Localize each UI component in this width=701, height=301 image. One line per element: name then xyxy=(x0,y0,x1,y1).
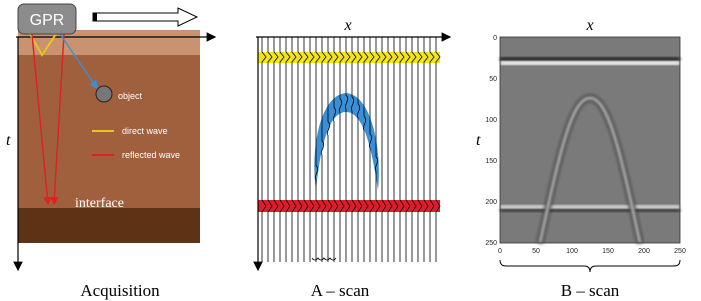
trace xyxy=(430,37,434,262)
figure: GPR object direct wave reflected wave in… xyxy=(0,0,701,301)
t-label: t xyxy=(6,132,11,149)
trace xyxy=(262,37,266,262)
hyperbola-shape xyxy=(314,93,379,190)
trace xyxy=(274,37,278,262)
brace xyxy=(500,260,680,272)
y-tick-label: 100 xyxy=(485,117,497,124)
gpr-label: GPR xyxy=(30,12,65,29)
x-tick-label: 250 xyxy=(674,248,686,255)
trace xyxy=(304,37,308,262)
x-tick-label: 200 xyxy=(638,248,650,255)
x-label: x xyxy=(585,17,593,34)
trace xyxy=(400,37,404,262)
trace xyxy=(292,37,296,262)
band-light xyxy=(500,205,680,209)
trace xyxy=(298,37,302,262)
t-label: t xyxy=(476,132,481,149)
trace xyxy=(268,37,272,262)
object-label: object xyxy=(118,91,143,101)
trace xyxy=(382,37,386,262)
x-label: x xyxy=(343,17,351,34)
y-tick-label: 150 xyxy=(485,158,497,165)
legend-label: direct wave xyxy=(122,126,168,136)
trace xyxy=(424,37,428,262)
trace xyxy=(327,37,332,262)
y-tick-label: 50 xyxy=(489,76,497,83)
band-dark xyxy=(500,209,680,212)
trace xyxy=(388,37,392,262)
trace xyxy=(280,37,284,262)
x-tick-label: 150 xyxy=(602,248,614,255)
band-light xyxy=(500,61,680,65)
band-dark xyxy=(500,57,680,61)
x-tick-label: 0 xyxy=(498,248,502,255)
reflected-band xyxy=(258,200,440,212)
trace xyxy=(345,37,350,262)
trace xyxy=(375,37,380,262)
trace xyxy=(321,37,326,262)
trace xyxy=(436,37,440,262)
y-tick-label: 0 xyxy=(493,35,497,42)
trace xyxy=(351,37,356,262)
ascan-panel: x A – scan xyxy=(256,17,450,300)
trace xyxy=(333,37,338,262)
trace xyxy=(363,37,368,262)
trace xyxy=(412,37,416,262)
legend-label: reflected wave xyxy=(122,150,180,160)
caption: Acquisition xyxy=(80,281,160,300)
trace xyxy=(418,37,422,262)
motion-arrow xyxy=(93,8,197,26)
acquisition-panel: GPR object direct wave reflected wave in… xyxy=(6,4,215,300)
trace xyxy=(310,37,314,262)
caption: B – scan xyxy=(561,281,620,300)
trace xyxy=(406,37,410,262)
trace xyxy=(339,37,344,262)
y-tick-label: 200 xyxy=(485,199,497,206)
object xyxy=(96,86,112,102)
interface-label: interface xyxy=(75,196,124,211)
caption: A – scan xyxy=(311,281,370,300)
x-tick-label: 50 xyxy=(532,248,540,255)
trace xyxy=(394,37,398,262)
trace xyxy=(286,37,290,262)
bottom-layer xyxy=(18,208,200,243)
trace xyxy=(357,37,362,262)
y-tick-label: 250 xyxy=(485,240,497,247)
x-tick-label: 100 xyxy=(566,248,578,255)
bscan-image xyxy=(500,37,680,243)
arrow-tail xyxy=(93,13,97,21)
